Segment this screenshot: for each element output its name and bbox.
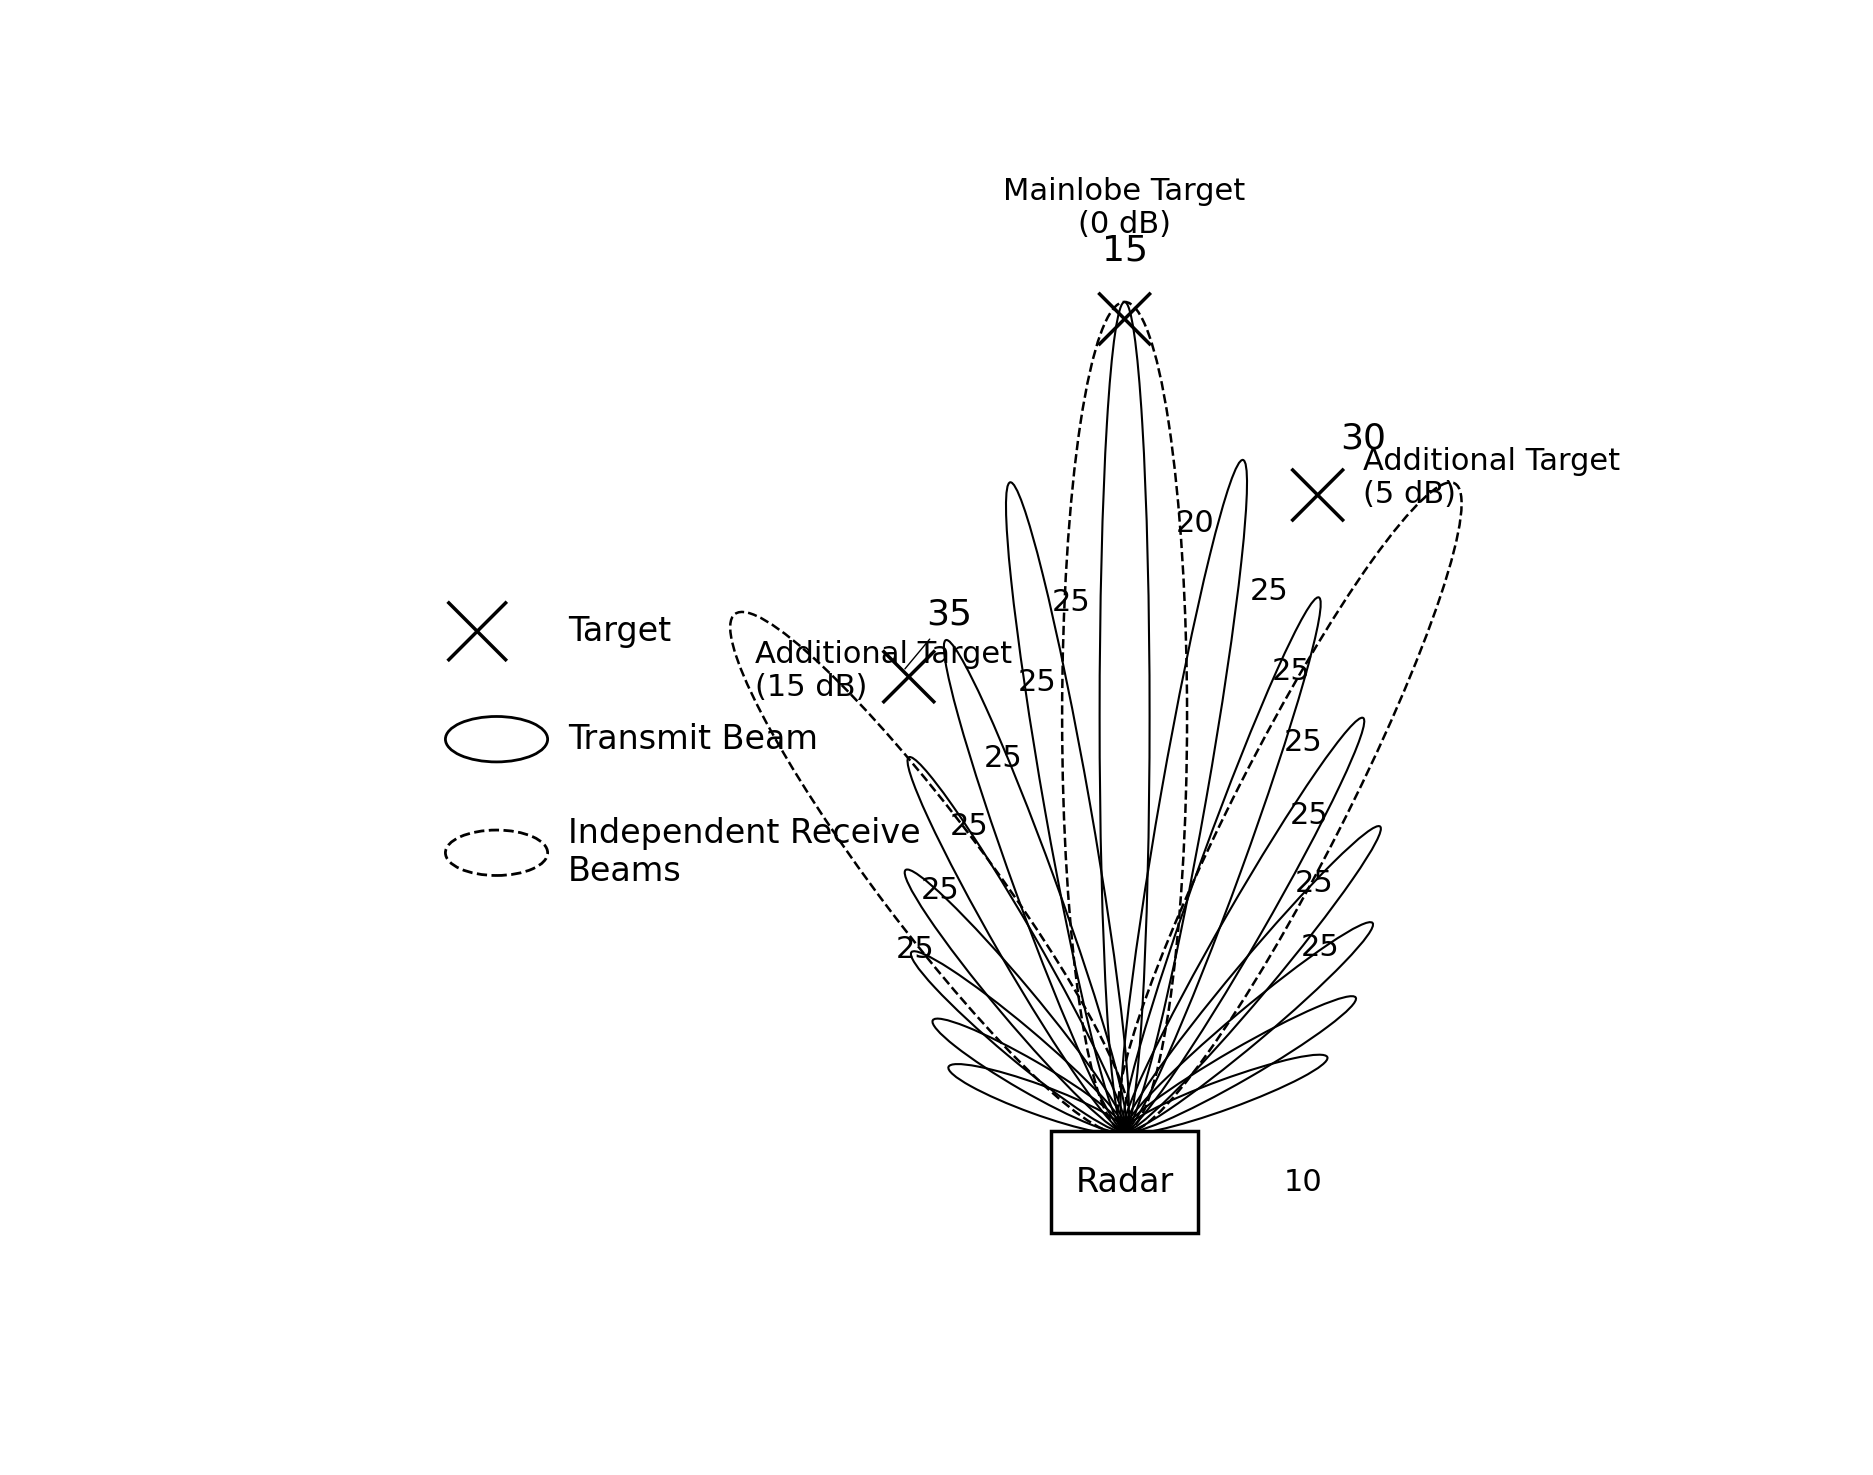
Text: 25: 25 [1289, 801, 1328, 830]
Text: 25: 25 [983, 743, 1023, 773]
Text: 30: 30 [1341, 422, 1386, 456]
Text: 25: 25 [1294, 869, 1334, 898]
Text: 35: 35 [925, 597, 972, 631]
Text: Target: Target [568, 615, 671, 648]
Text: 25: 25 [1272, 656, 1311, 686]
Text: 10: 10 [1283, 1168, 1322, 1196]
Text: Transmit Beam: Transmit Beam [568, 723, 819, 755]
Text: 25: 25 [922, 876, 959, 904]
Bar [1051, 1131, 1199, 1233]
Text: Independent Receive
Beams: Independent Receive Beams [568, 817, 922, 888]
Text: 25: 25 [895, 935, 935, 963]
Text: 25: 25 [950, 813, 989, 841]
Text: 25: 25 [1300, 932, 1339, 962]
Text: Radar: Radar [1075, 1165, 1174, 1199]
Text: 25: 25 [1249, 577, 1289, 606]
Text: 20: 20 [1176, 509, 1214, 538]
Text: Additional Target
(15 dB): Additional Target (15 dB) [755, 640, 1013, 702]
Text: Mainlobe Target
(0 dB): Mainlobe Target (0 dB) [1004, 177, 1246, 239]
Text: 25: 25 [1283, 729, 1322, 757]
Text: 15: 15 [1101, 235, 1148, 268]
Text: 25: 25 [1053, 589, 1090, 618]
Text: 25: 25 [1017, 668, 1056, 696]
Text: Additional Target
(5 dB): Additional Target (5 dB) [1364, 447, 1620, 509]
